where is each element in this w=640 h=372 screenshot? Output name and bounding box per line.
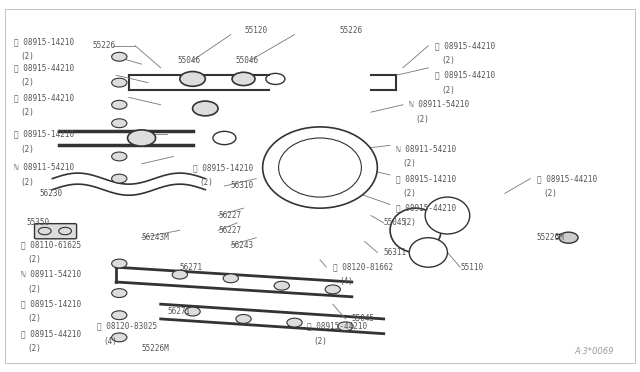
Text: (2): (2) (27, 344, 41, 353)
Text: 55046: 55046 (178, 56, 201, 65)
Text: 55350: 55350 (27, 218, 50, 227)
Circle shape (111, 174, 127, 183)
Text: ⑗ 08915-44210: ⑗ 08915-44210 (435, 71, 495, 80)
Circle shape (232, 72, 255, 86)
Text: (2): (2) (441, 86, 455, 94)
Circle shape (127, 130, 156, 146)
Text: (2): (2) (27, 285, 41, 294)
Text: ⑗ 08915-44210: ⑗ 08915-44210 (14, 93, 74, 102)
Circle shape (274, 281, 289, 290)
Ellipse shape (409, 238, 447, 267)
Text: (2): (2) (27, 255, 41, 264)
Circle shape (559, 232, 578, 243)
Text: ℕ 08911-54210: ℕ 08911-54210 (14, 163, 74, 172)
Text: ℕ 08911-54210: ℕ 08911-54210 (409, 100, 469, 109)
Text: (2): (2) (27, 314, 41, 323)
Circle shape (111, 100, 127, 109)
Text: (2): (2) (403, 189, 417, 198)
Circle shape (111, 119, 127, 128)
Circle shape (193, 101, 218, 116)
Text: (2): (2) (20, 78, 35, 87)
Text: (2): (2) (403, 218, 417, 227)
Text: 56243M: 56243M (141, 233, 170, 242)
Text: 55226M: 55226M (537, 233, 564, 242)
Text: (4): (4) (103, 337, 117, 346)
Text: Ⓑ 08110-61625: Ⓑ 08110-61625 (20, 241, 81, 250)
Text: ⑗ 08915-14210: ⑗ 08915-14210 (193, 163, 253, 172)
Text: 55120: 55120 (244, 26, 268, 35)
Circle shape (180, 71, 205, 86)
Circle shape (111, 78, 127, 87)
Text: (4): (4) (339, 278, 353, 286)
Text: Ⓑ 08120-81662: Ⓑ 08120-81662 (333, 263, 393, 272)
Text: (2): (2) (415, 115, 429, 124)
Text: ⑗ 08915-44210: ⑗ 08915-44210 (435, 41, 495, 50)
Circle shape (111, 289, 127, 298)
Text: ⑗ 08915-44210: ⑗ 08915-44210 (20, 329, 81, 338)
Text: ℕ 08911-54210: ℕ 08911-54210 (20, 270, 81, 279)
Text: 56243: 56243 (231, 241, 254, 250)
FancyBboxPatch shape (35, 224, 77, 239)
Circle shape (111, 52, 127, 61)
Circle shape (172, 270, 188, 279)
Text: (2): (2) (20, 145, 35, 154)
Text: ⑗ 08915-14210: ⑗ 08915-14210 (14, 130, 74, 139)
Text: (2): (2) (20, 108, 35, 117)
Circle shape (111, 259, 127, 268)
Circle shape (338, 322, 353, 331)
Text: 55046: 55046 (235, 56, 259, 65)
Text: 56227: 56227 (218, 211, 241, 220)
Circle shape (236, 314, 251, 323)
Text: ⑗ 08915-14210: ⑗ 08915-14210 (396, 174, 456, 183)
Text: 55110: 55110 (460, 263, 483, 272)
Text: ⑗ 08915-44210: ⑗ 08915-44210 (537, 174, 596, 183)
Circle shape (223, 274, 239, 283)
Text: A·3*0069: A·3*0069 (575, 347, 614, 356)
Text: 56271: 56271 (167, 307, 190, 316)
Ellipse shape (425, 197, 470, 234)
Text: (2): (2) (20, 52, 35, 61)
Text: ⑗ 08915-44210: ⑗ 08915-44210 (307, 322, 367, 331)
Text: ⑗ 08915-44210: ⑗ 08915-44210 (396, 203, 456, 213)
Ellipse shape (278, 138, 362, 197)
Text: 55226: 55226 (93, 41, 116, 50)
Text: Ⓑ 08120-83025: Ⓑ 08120-83025 (97, 322, 157, 331)
Text: 56271: 56271 (180, 263, 203, 272)
Circle shape (111, 311, 127, 320)
Text: 56310: 56310 (231, 182, 254, 190)
Text: 56227: 56227 (218, 226, 241, 235)
Text: (2): (2) (199, 178, 213, 187)
Circle shape (287, 318, 302, 327)
Text: (2): (2) (543, 189, 557, 198)
Circle shape (111, 152, 127, 161)
Text: 55045: 55045 (384, 218, 407, 227)
Text: ⑗ 08915-44210: ⑗ 08915-44210 (14, 63, 74, 72)
Text: ℕ 08911-54210: ℕ 08911-54210 (396, 145, 456, 154)
Circle shape (325, 285, 340, 294)
Text: ⑗ 08915-14210: ⑗ 08915-14210 (14, 38, 74, 46)
Text: 56230: 56230 (40, 189, 63, 198)
Text: (2): (2) (314, 337, 328, 346)
Circle shape (185, 307, 200, 316)
Text: (2): (2) (403, 159, 417, 169)
Text: (2): (2) (20, 178, 35, 187)
Circle shape (111, 333, 127, 342)
Text: 56311: 56311 (384, 248, 407, 257)
Text: 55226M: 55226M (141, 344, 170, 353)
Ellipse shape (390, 208, 441, 253)
Text: 55045: 55045 (352, 314, 375, 323)
Text: 55226: 55226 (339, 26, 362, 35)
Text: ⑗ 08915-14210: ⑗ 08915-14210 (20, 300, 81, 309)
Ellipse shape (262, 127, 378, 208)
Text: (2): (2) (441, 56, 455, 65)
